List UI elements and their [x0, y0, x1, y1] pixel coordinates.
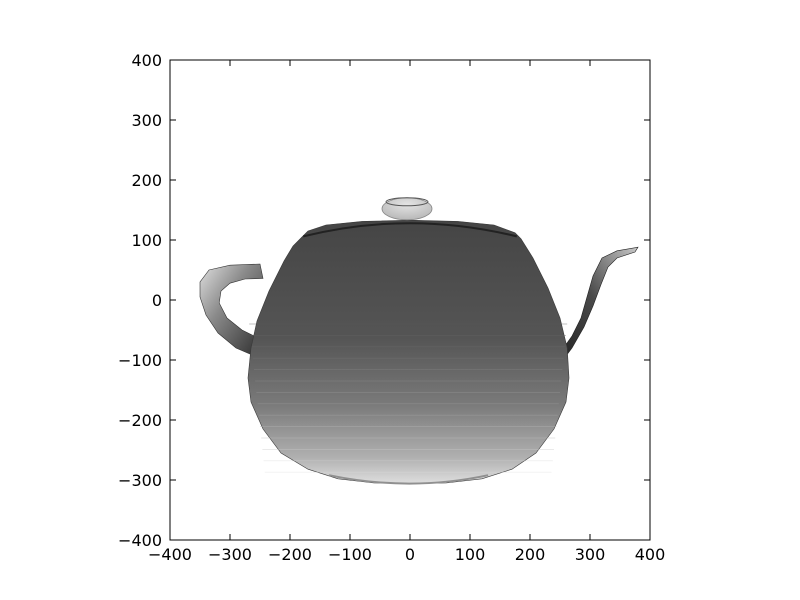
- teapot-knob: [381, 197, 433, 221]
- y-tick-label: 400: [131, 51, 162, 70]
- y-tick-label: −400: [118, 531, 162, 550]
- x-tick-label: 300: [575, 545, 606, 564]
- teapot-drawing: [199, 197, 639, 485]
- x-tick-label: 100: [455, 545, 486, 564]
- y-tick-label: 300: [131, 111, 162, 130]
- y-tick-label: −300: [118, 471, 162, 490]
- teapot-body: [247, 219, 570, 484]
- axis-ticks: −400 −300 −200 −100 0 100 200 300 400 −400 −300 −20…: [118, 51, 665, 564]
- x-tick-label: −200: [268, 545, 312, 564]
- teapot-lid-rim: [302, 222, 518, 238]
- x-tick-label: 400: [635, 545, 666, 564]
- x-tick-label: −400: [148, 545, 192, 564]
- x-tick-label: −300: [208, 545, 252, 564]
- y-tick-label: 200: [131, 171, 162, 190]
- teapot-base: [328, 474, 489, 485]
- x-tick-label: −100: [328, 545, 372, 564]
- teapot-knob-top: [385, 197, 429, 207]
- teapot-spout: [556, 246, 639, 361]
- y-tick-label: 0: [152, 291, 162, 310]
- x-tick-label: 0: [405, 545, 415, 564]
- x-tick-label: 200: [515, 545, 546, 564]
- y-tick-label: −200: [118, 411, 162, 430]
- y-tick-label: −100: [118, 351, 162, 370]
- y-tick-label: 100: [131, 231, 162, 250]
